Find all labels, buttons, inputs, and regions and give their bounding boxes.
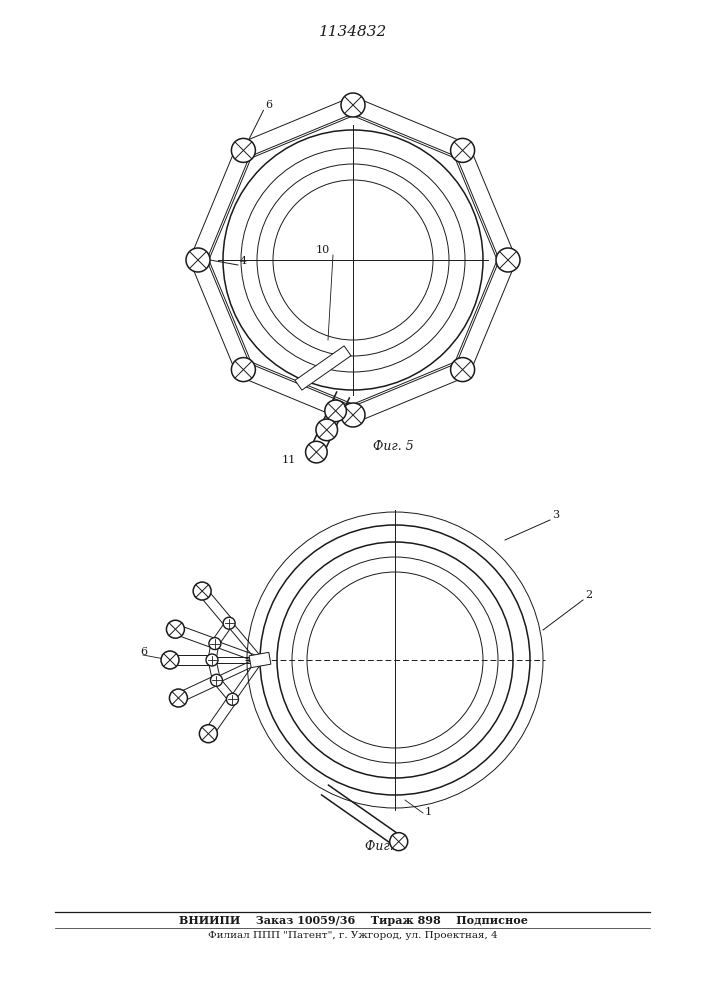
Text: 4: 4 bbox=[240, 256, 247, 266]
Circle shape bbox=[226, 693, 238, 705]
Circle shape bbox=[325, 400, 346, 422]
Circle shape bbox=[209, 638, 221, 650]
Text: 6: 6 bbox=[140, 647, 147, 657]
Polygon shape bbox=[249, 652, 271, 668]
Circle shape bbox=[341, 93, 365, 117]
Circle shape bbox=[316, 419, 337, 441]
Circle shape bbox=[206, 654, 218, 666]
Circle shape bbox=[450, 358, 474, 382]
Circle shape bbox=[231, 138, 255, 162]
Circle shape bbox=[193, 582, 211, 600]
Text: 2: 2 bbox=[585, 590, 592, 600]
Circle shape bbox=[305, 441, 327, 463]
Circle shape bbox=[199, 725, 217, 743]
Circle shape bbox=[390, 833, 408, 851]
Circle shape bbox=[231, 358, 255, 382]
Text: 1134832: 1134832 bbox=[319, 25, 387, 39]
Text: 6: 6 bbox=[265, 100, 272, 110]
Circle shape bbox=[161, 651, 179, 669]
Text: Филиал ППП "Патент", г. Ужгород, ул. Проектная, 4: Филиал ППП "Патент", г. Ужгород, ул. Про… bbox=[208, 931, 498, 940]
Circle shape bbox=[170, 689, 187, 707]
Circle shape bbox=[496, 248, 520, 272]
Text: 1: 1 bbox=[425, 807, 432, 817]
Text: Фиг. 5: Фиг. 5 bbox=[373, 440, 414, 453]
Text: Фиг. 6: Фиг. 6 bbox=[365, 840, 405, 853]
Circle shape bbox=[223, 617, 235, 629]
Circle shape bbox=[166, 620, 185, 638]
Text: 10: 10 bbox=[316, 245, 330, 255]
Circle shape bbox=[341, 403, 365, 427]
Text: 3: 3 bbox=[552, 510, 559, 520]
Circle shape bbox=[450, 138, 474, 162]
Circle shape bbox=[186, 248, 210, 272]
Circle shape bbox=[211, 674, 223, 686]
Text: 11: 11 bbox=[281, 455, 296, 465]
Polygon shape bbox=[295, 346, 351, 390]
Text: ВНИИПИ    Заказ 10059/36    Тираж 898    Подписное: ВНИИПИ Заказ 10059/36 Тираж 898 Подписно… bbox=[179, 915, 527, 926]
